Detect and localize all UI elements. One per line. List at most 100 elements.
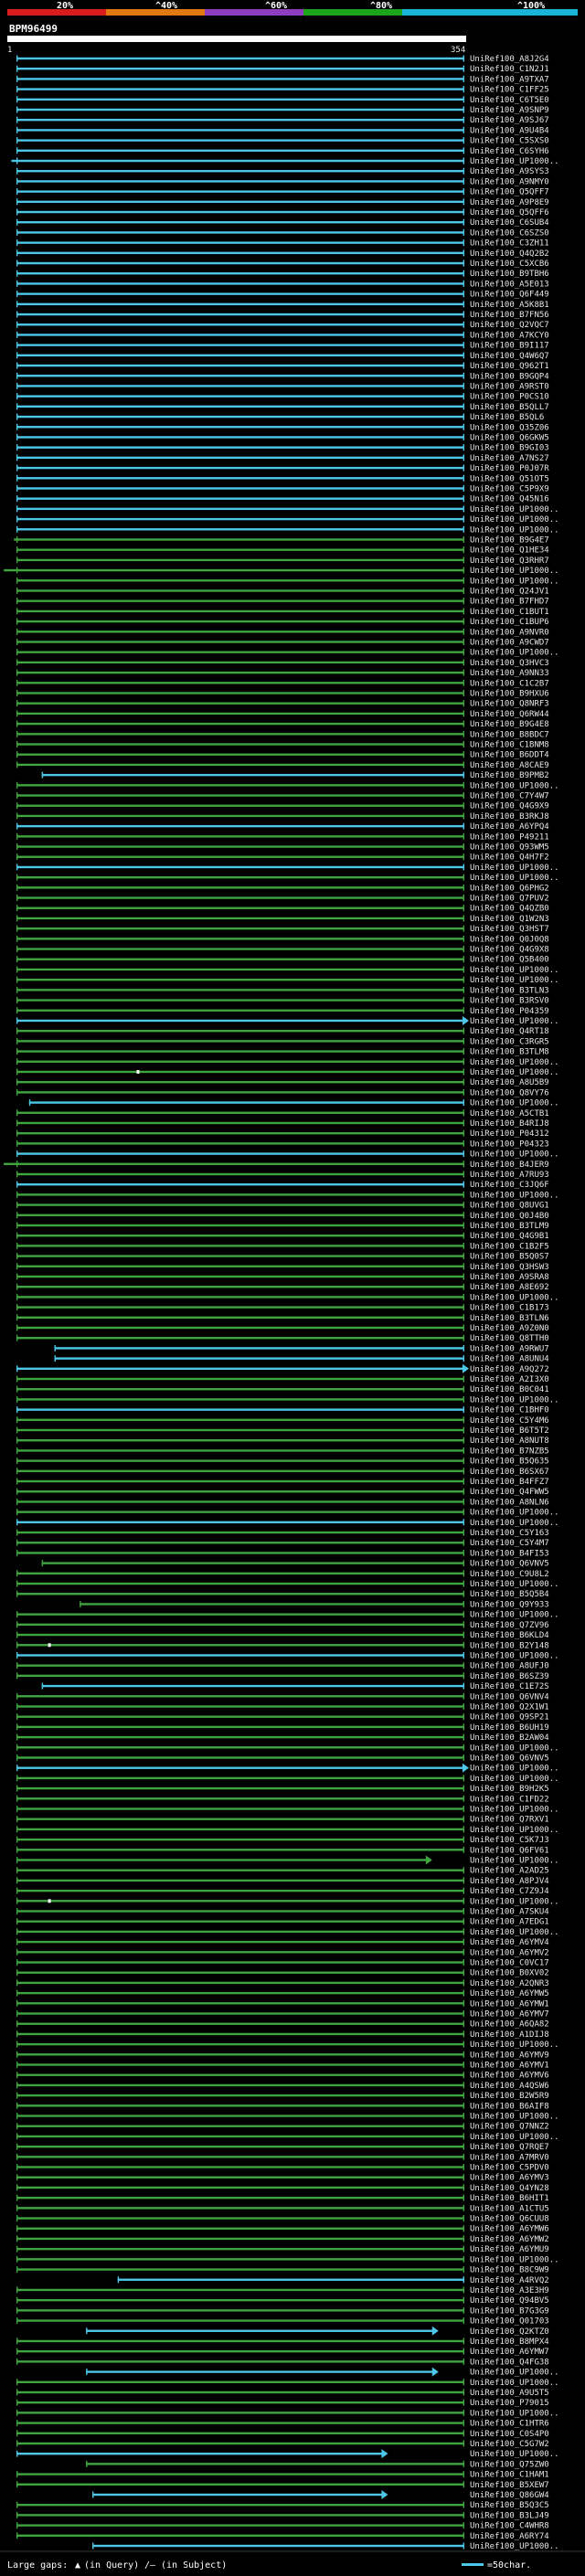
hit-label[interactable]: UniRef100_A7EDG1 [470,1918,549,1927]
hit-row[interactable]: UniRef100_C1BUT1 [16,608,549,617]
hit-row[interactable]: UniRef100_A6YMW2 [16,2235,549,2244]
hit-label[interactable]: UniRef100_A9NN33 [470,669,549,678]
hit-label[interactable]: UniRef100_Q7ZV96 [470,1621,549,1630]
hit-label[interactable]: UniRef100_Q3HSW3 [470,1263,549,1272]
hit-label[interactable]: UniRef100_A7KCY0 [470,331,549,340]
hit-label[interactable]: UniRef100_C0S4P0 [470,2430,549,2439]
hit-label[interactable]: UniRef100_B6HIT1 [470,2194,549,2203]
hit-row[interactable]: UniRef100_Q5QFF7 [16,188,549,197]
hit-row[interactable]: UniRef100_B9GQP4 [16,372,549,381]
hit-row[interactable]: UniRef100_C6SUB4 [16,218,549,228]
hit-label[interactable]: UniRef100_Q6GKW5 [470,433,549,442]
hit-row[interactable]: UniRef100_A9NN33 [16,669,549,678]
hit-row[interactable]: UniRef100_A6QA82 [16,2020,549,2030]
hit-label[interactable]: UniRef100_C5Y4M7 [470,1539,549,1548]
hit-row[interactable]: UniRef100_UP1000.. [16,1775,559,1784]
hit-row[interactable]: UniRef100_C5SXS0 [16,137,549,146]
hit-row[interactable]: UniRef100_Q5QFF6 [16,208,549,217]
hit-row[interactable]: UniRef100_A9U5T5 [16,2389,549,2398]
hit-label[interactable]: UniRef100_A9CWD7 [470,638,549,647]
hit-row[interactable]: UniRef100_A9Q272 [16,1363,549,1374]
hit-label[interactable]: UniRef100_UP1000.. [470,157,559,166]
hit-label[interactable]: UniRef100_UP1000.. [470,1744,559,1753]
hit-row[interactable]: UniRef100_UP1000.. [16,874,559,883]
hit-row[interactable]: UniRef100_A9RST0 [16,382,549,391]
hit-row[interactable]: UniRef100_UP1000.. [16,2379,559,2388]
hit-row[interactable]: UniRef100_A6YPQ4 [16,822,549,832]
hit-row[interactable]: UniRef100_B4FFZ7 [16,1478,549,1487]
hit-row[interactable]: UniRef100_UP1000.. [16,1855,559,1865]
hit-label[interactable]: UniRef100_A7MRV0 [470,2153,549,2162]
hit-label[interactable]: UniRef100_UP1000.. [470,1519,559,1528]
hit-label[interactable]: UniRef100_A4RVQ2 [470,2276,549,2285]
hit-label[interactable]: UniRef100_Q9Y933 [470,1600,549,1609]
hit-row[interactable]: UniRef100_UP1000.. [16,1068,559,1077]
hit-label[interactable]: UniRef100_P04312 [470,1129,549,1139]
hit-row[interactable]: UniRef100_UP1000.. [16,2409,559,2418]
hit-label[interactable]: UniRef100_A8NLN6 [470,1498,549,1507]
hit-row[interactable]: UniRef100_Q0J0Q8 [16,935,549,944]
hit-row[interactable]: UniRef100_Q2KTZ0 [86,2326,549,2337]
hit-row[interactable]: UniRef100_B7G3G9 [16,2306,549,2316]
hit-label[interactable]: UniRef100_A5CTB1 [470,1109,549,1118]
hit-label[interactable]: UniRef100_UP1000.. [470,1150,559,1160]
hit-label[interactable]: UniRef100_Q4Q2B2 [470,249,549,259]
hit-label[interactable]: UniRef100_Q8TTH0 [470,1334,549,1343]
hit-row[interactable]: UniRef100_UP1000.. [16,1293,559,1302]
hit-label[interactable]: UniRef100_Q45N16 [470,495,549,504]
hit-label[interactable]: UniRef100_A6YMW5 [470,1989,549,1998]
hit-label[interactable]: UniRef100_C1FD22 [470,1795,549,1804]
hit-row[interactable]: UniRef100_UP1000.. [92,2542,559,2551]
hit-row[interactable]: UniRef100_A4RVQ2 [117,2276,549,2285]
hit-row[interactable]: UniRef100_UP1000.. [16,577,559,586]
hit-label[interactable]: UniRef100_A8U5B9 [470,1078,549,1087]
hit-label[interactable]: UniRef100_B7G3G9 [470,2306,549,2316]
hit-label[interactable]: UniRef100_UP1000.. [470,1068,559,1077]
hit-row[interactable]: UniRef100_B6AIF8 [16,2102,549,2111]
hit-row[interactable]: UniRef100_A9P8E9 [16,198,549,207]
hit-label[interactable]: UniRef100_C0VC17 [470,1959,549,1968]
hit-label[interactable]: UniRef100_UP1000.. [470,1826,559,1835]
hit-row[interactable]: UniRef100_Q6FV61 [16,1846,549,1855]
hit-label[interactable]: UniRef100_Q8NRF3 [470,700,549,709]
hit-row[interactable]: UniRef100_A2QNR3 [16,1979,549,1988]
hit-row[interactable]: UniRef100_A6YMW6 [16,2225,549,2234]
hit-label[interactable]: UniRef100_Q4G9X8 [470,946,549,955]
hit-label[interactable]: UniRef100_B3TLN6 [470,1314,549,1323]
hit-row[interactable]: UniRef100_A8J2G4 [16,55,549,64]
hit-row[interactable]: UniRef100_A9RWU7 [54,1344,549,1353]
hit-row[interactable]: UniRef100_Q4G9X9 [16,802,549,811]
hit-label[interactable]: UniRef100_A8E692 [470,1283,549,1292]
hit-label[interactable]: UniRef100_A6YMV3 [470,2174,549,2183]
hit-label[interactable]: UniRef100_C3JQ6F [470,1181,549,1190]
hit-row[interactable]: UniRef100_B9H2K5 [16,1785,549,1794]
hit-row[interactable]: UniRef100_UP1000.. [16,1805,559,1814]
hit-label[interactable]: UniRef100_Q3RHR7 [470,557,549,566]
hit-label[interactable]: UniRef100_B2Y148 [470,1641,549,1650]
hit-row[interactable]: UniRef100_UP1000.. [16,1015,559,1026]
hit-row[interactable]: UniRef100_UP1000.. [4,567,559,576]
hit-row[interactable]: UniRef100_C1HAM1 [16,2471,549,2480]
hit-row[interactable]: UniRef100_C3ZH11 [16,239,549,249]
hit-label[interactable]: UniRef100_Q24JV1 [470,587,549,596]
hit-label[interactable]: UniRef100_B6T5T2 [470,1426,549,1436]
hit-label[interactable]: UniRef100_Q6VNV5 [470,1560,549,1569]
hit-row[interactable]: UniRef100_A7NS27 [16,454,549,463]
hit-label[interactable]: UniRef100_A3E3H9 [470,2286,549,2295]
hit-label[interactable]: UniRef100_A4QSW6 [470,2082,549,2091]
hit-row[interactable]: UniRef100_UP1000.. [16,1580,559,1589]
hit-label[interactable]: UniRef100_B2W5R9 [470,2092,549,2101]
hit-label[interactable]: UniRef100_C1HAM1 [470,2471,549,2480]
hit-row[interactable]: UniRef100_UP1000.. [16,2113,559,2122]
hit-row[interactable]: UniRef100_B3TLM8 [16,1048,549,1057]
hit-label[interactable]: UniRef100_A6YMW6 [470,2225,549,2234]
hit-label[interactable]: UniRef100_Q5B400 [470,956,549,965]
hit-row[interactable]: UniRef100_B5XEW7 [16,2481,549,2490]
hit-row[interactable]: UniRef100_A5CTB1 [16,1109,549,1118]
hit-row[interactable]: UniRef100_UP1000.. [28,1099,559,1108]
hit-label[interactable]: UniRef100_A9Z0N0 [470,1324,549,1333]
hit-row[interactable]: UniRef100_C1BHF0 [16,1406,549,1415]
hit-row[interactable]: UniRef100_B4FI53 [16,1549,549,1558]
hit-label[interactable]: UniRef100_C5G7W2 [470,2440,549,2449]
hit-row[interactable]: UniRef100_A7EDG1 [16,1918,549,1927]
